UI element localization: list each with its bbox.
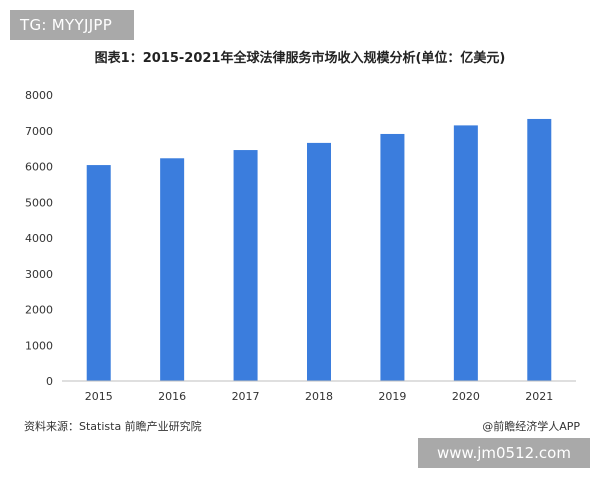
x-tick-label: 2018: [305, 390, 333, 403]
y-axis-ticks: 0 1000 2000 3000 4000 5000 6000 7000 8000: [25, 89, 53, 388]
bar-2016: [160, 158, 185, 381]
bar-2019: [380, 133, 405, 381]
source-note: 资料来源：Statista 前瞻产业研究院: [24, 420, 202, 433]
bars: [86, 118, 552, 381]
y-tick-label: 6000: [25, 161, 53, 174]
bar-2018: [307, 142, 331, 381]
bar-2015: [86, 165, 111, 381]
y-tick-label: 2000: [25, 304, 53, 317]
chart-title: 图表1：2015-2021年全球法律服务市场收入规模分析(单位：亿美元): [94, 51, 506, 66]
x-tick-label: 2016: [158, 390, 186, 403]
bar-2017: [233, 150, 258, 381]
x-tick-label: 2015: [85, 390, 113, 403]
telegram-handle-badge: TG: MYYJJPP: [10, 10, 134, 40]
y-tick-label: 4000: [25, 232, 53, 245]
x-tick-label: 2019: [378, 390, 406, 403]
x-axis-ticks: 2015 2016 2017 2018 2019 2020 2021: [85, 390, 554, 403]
y-tick-label: 5000: [25, 196, 53, 209]
y-tick-label: 1000: [25, 339, 53, 352]
bar-2021: [527, 118, 552, 381]
brand-credit: @前瞻经济学人APP: [482, 420, 580, 433]
watermark-url: www.jm0512.com: [418, 438, 590, 468]
x-tick-label: 2020: [452, 390, 480, 403]
bar-2020: [453, 125, 478, 381]
y-tick-label: 3000: [25, 268, 53, 281]
y-tick-label: 0: [46, 375, 53, 388]
y-tick-label: 7000: [25, 125, 53, 138]
y-tick-label: 8000: [25, 89, 53, 102]
x-tick-label: 2021: [525, 390, 553, 403]
x-tick-label: 2017: [232, 390, 260, 403]
